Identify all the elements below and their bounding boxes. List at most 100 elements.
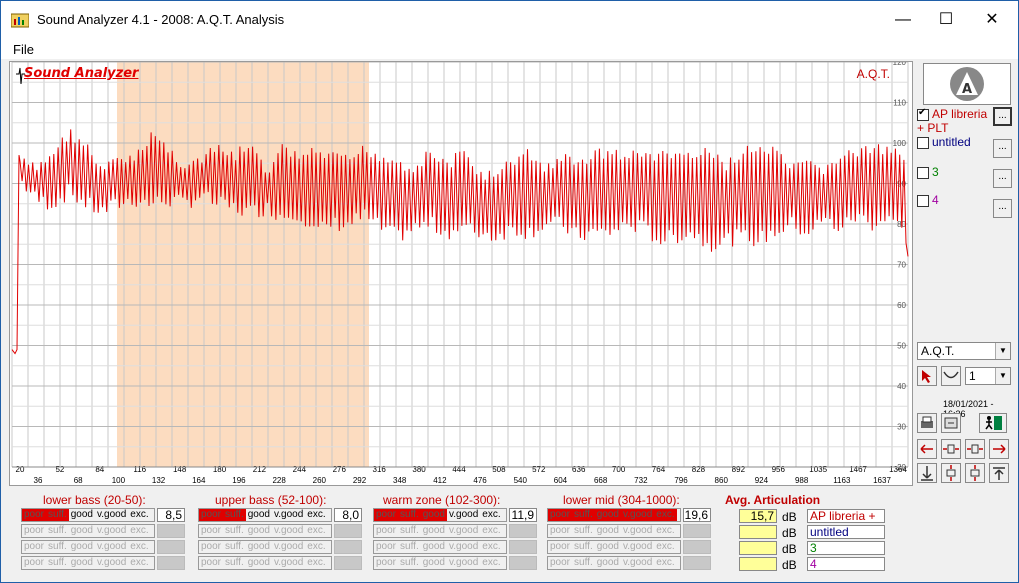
x-tick-label: 796 — [674, 476, 688, 485]
compress-x-button[interactable] — [965, 439, 985, 459]
x-tick-label: 316 — [373, 465, 387, 474]
close-button[interactable]: ✕ — [985, 11, 999, 28]
x-tick-label: 892 — [732, 465, 746, 474]
grade-label: exc. — [482, 525, 501, 536]
grade-label: poor — [376, 557, 397, 568]
legend-edit-button-2[interactable]: ... — [993, 139, 1012, 158]
export-button[interactable] — [941, 413, 961, 433]
right-panel: A AP libreria + PLT ... untitled ... 3 .… — [915, 61, 1018, 486]
zone-meter: poor suff. good v.good exc. — [373, 508, 507, 522]
zone-title: warm zone (102-300): — [383, 493, 501, 507]
legend-item-2[interactable]: untitled — [917, 135, 993, 149]
grade-label: good — [70, 525, 93, 536]
grade-label: v.good — [622, 557, 653, 568]
curve-tool-button[interactable] — [941, 366, 961, 386]
grade-label: good — [594, 509, 621, 521]
expand-y-button[interactable] — [941, 463, 961, 483]
expand-horizontal-icon — [943, 444, 959, 454]
title-bar: Sound Analyzer 4.1 - 2008: A.Q.T. Analys… — [1, 1, 1018, 39]
cursor-icon — [922, 370, 931, 383]
zoom-up-button[interactable] — [989, 463, 1009, 483]
zone-title: upper bass (52-100): — [215, 493, 327, 507]
grade-label: suff. — [46, 509, 69, 521]
channel-select-value: 1 — [969, 369, 976, 383]
zone-meter: poor suff. good v.good exc. — [198, 556, 332, 570]
minimize-button[interactable]: — — [895, 11, 911, 28]
grade-label: exc. — [656, 525, 675, 536]
grade-label: suff. — [572, 509, 595, 521]
legend-item-4[interactable]: 4 — [917, 193, 993, 207]
grade-label: good — [596, 557, 619, 568]
arrow-up-icon — [993, 467, 1005, 480]
cursor-tool-button[interactable] — [917, 366, 937, 386]
series-line-ap-libreria — [11, 129, 909, 355]
grade-label: v.good — [448, 509, 479, 520]
zone-meter: poor suff. good v.good exc. — [198, 540, 332, 554]
grade-label: suff. — [574, 541, 593, 552]
printer-icon — [921, 416, 933, 428]
mode-select[interactable]: A.Q.T. ▼ — [917, 342, 1011, 360]
zone-value — [509, 524, 537, 538]
legend-edit-button-1[interactable]: ... — [993, 107, 1012, 126]
zone-meter: poor suff. good v.good exc. — [21, 556, 155, 570]
grade-label: good — [247, 525, 270, 536]
app-icon — [11, 13, 29, 28]
zone-value: 19,6 — [683, 508, 711, 522]
zone-meter: poor suff. good v.good exc. — [373, 556, 507, 570]
x-tick-label: 212 — [253, 465, 267, 474]
x-tick-label: 1163 — [833, 476, 851, 485]
zone-value — [334, 524, 362, 538]
zoom-right-button[interactable] — [989, 439, 1009, 459]
legend-edit-button-4[interactable]: ... — [993, 199, 1012, 218]
legend-checkbox-4[interactable] — [917, 195, 929, 207]
grade-label: suff. — [225, 525, 244, 536]
x-tick-label: 132 — [152, 476, 166, 485]
legend-checkbox-3[interactable] — [917, 167, 929, 179]
legend-edit-button-3[interactable]: ... — [993, 169, 1012, 188]
grade-label: exc. — [130, 509, 149, 520]
grade-label: exc. — [656, 557, 675, 568]
grade-label: v.good — [273, 541, 304, 552]
legend-checkbox-2[interactable] — [917, 137, 929, 149]
print-button[interactable] — [917, 413, 937, 433]
grade-label: exc. — [307, 541, 326, 552]
grade-label: poor — [374, 509, 399, 521]
legend-item-1[interactable]: AP libreria + PLT — [917, 107, 993, 135]
chevron-down-icon: ▼ — [995, 343, 1010, 359]
legend-checkbox-1[interactable] — [917, 107, 929, 121]
grade-label: exc. — [482, 509, 501, 520]
x-tick-label: 668 — [594, 476, 608, 485]
grade-label: good — [596, 525, 619, 536]
zoom-left-button[interactable] — [917, 439, 937, 459]
grade-label: v.good — [96, 525, 127, 536]
x-tick-label: 1637 — [873, 476, 891, 485]
legend-item-3[interactable]: 3 — [917, 165, 993, 179]
grade-label: exc. — [307, 557, 326, 568]
exit-icon — [985, 416, 1002, 430]
legend-label-4: 4 — [932, 193, 939, 207]
exit-button[interactable] — [979, 413, 1007, 433]
zone-value — [509, 556, 537, 570]
zone-value: 8,0 — [334, 508, 362, 522]
legend-label-2: untitled — [932, 135, 971, 149]
menu-file[interactable]: File — [13, 42, 34, 57]
x-tick-label: 116 — [133, 465, 146, 474]
expand-x-button[interactable] — [941, 439, 961, 459]
db-unit: dB — [782, 526, 797, 540]
chevron-down-icon: ▼ — [995, 368, 1010, 384]
y-tick-label: 90 — [897, 180, 906, 189]
compress-y-button[interactable] — [965, 463, 985, 483]
y-tick-label: 100 — [893, 139, 907, 148]
channel-select[interactable]: 1 ▼ — [965, 367, 1011, 385]
x-tick-label: 84 — [95, 465, 104, 474]
grade-label: v.good — [448, 557, 479, 568]
x-tick-label: 444 — [452, 465, 466, 474]
grade-label: suff. — [48, 525, 67, 536]
zone-meter: poor suff. good v.good exc. — [373, 540, 507, 554]
x-tick-label: 604 — [554, 476, 568, 485]
svg-text:A: A — [962, 82, 972, 97]
x-tick-label: 100 — [112, 476, 126, 485]
maximize-button[interactable]: ☐ — [938, 11, 954, 28]
zone-meter: poor suff. good v.good exc. — [373, 524, 507, 538]
zoom-down-button[interactable] — [917, 463, 937, 483]
